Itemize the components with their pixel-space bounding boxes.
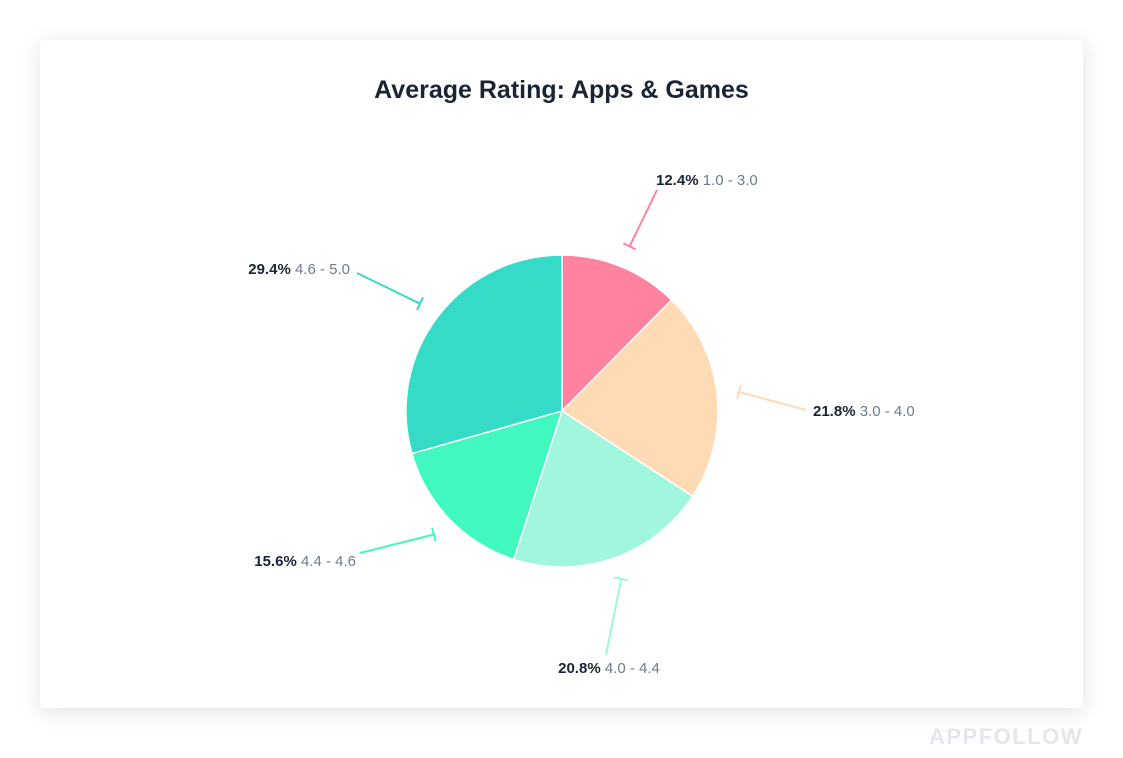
slice-percent-label: 15.6%: [254, 553, 297, 570]
slice-percent-label: 20.8%: [558, 660, 601, 677]
pie-slice-2: [560, 298, 719, 498]
slice-range-label: 4.4 - 4.6: [297, 553, 356, 570]
leader-line-2: [736, 385, 807, 411]
slice-percent-label: 29.4%: [248, 261, 291, 278]
slice-label-2: 21.8% 3.0 - 4.0: [813, 403, 915, 420]
slice-label-3: 20.8% 4.0 - 4.4: [558, 660, 660, 677]
slice-label-5: 29.4% 4.6 - 5.0: [248, 261, 350, 278]
slice-percent-label: 21.8%: [813, 403, 856, 420]
chart-title: Average Rating: Apps & Games: [374, 76, 749, 104]
slice-range-label: 1.0 - 3.0: [699, 172, 758, 189]
slice-range-label: 4.6 - 5.0: [291, 261, 350, 278]
slice-label-4: 15.6% 4.4 - 4.6: [254, 553, 356, 570]
pie-slice-1: [561, 254, 673, 413]
slice-range-label: 4.0 - 4.4: [601, 660, 660, 677]
slice-range-label: 3.0 - 4.0: [856, 403, 915, 420]
slice-label-1: 12.4% 1.0 - 3.0: [656, 172, 758, 189]
leader-line-1: [622, 189, 658, 251]
pie-slice-3: [512, 409, 694, 568]
leader-line-5: [356, 272, 424, 311]
slice-percent-label: 12.4%: [656, 172, 699, 189]
leader-line-3: [605, 576, 629, 656]
pie-slice-5: [405, 254, 563, 455]
leader-line-4: [359, 527, 437, 554]
appfollow-logo: APPFOLLOW: [928, 724, 1083, 749]
pie-slice-4: [410, 409, 564, 561]
